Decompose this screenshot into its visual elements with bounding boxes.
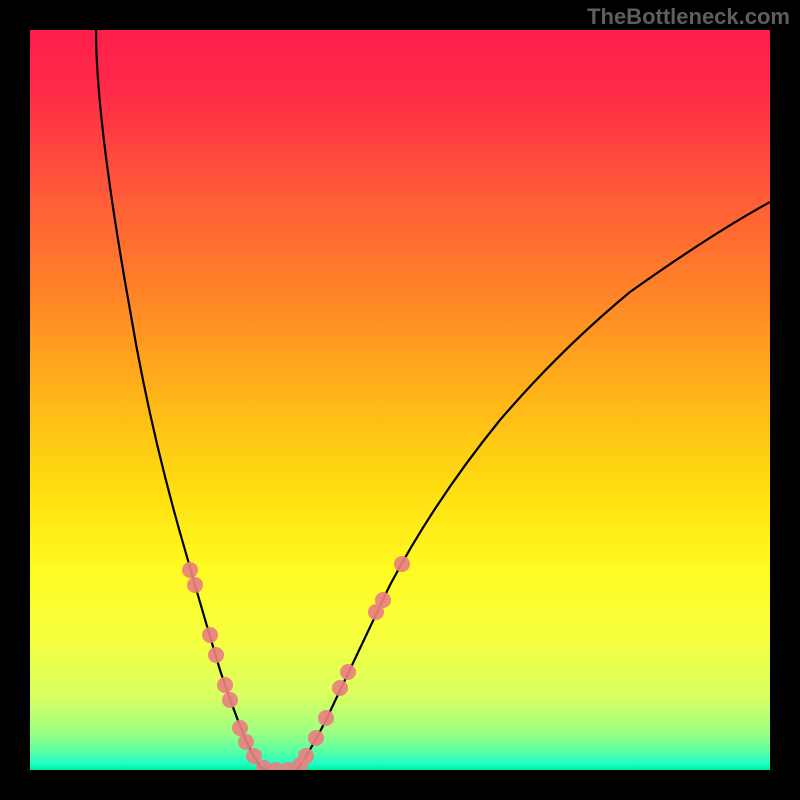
attribution-text: TheBottleneck.com	[587, 4, 790, 30]
plot-area	[30, 30, 770, 770]
gradient-background	[30, 30, 770, 770]
